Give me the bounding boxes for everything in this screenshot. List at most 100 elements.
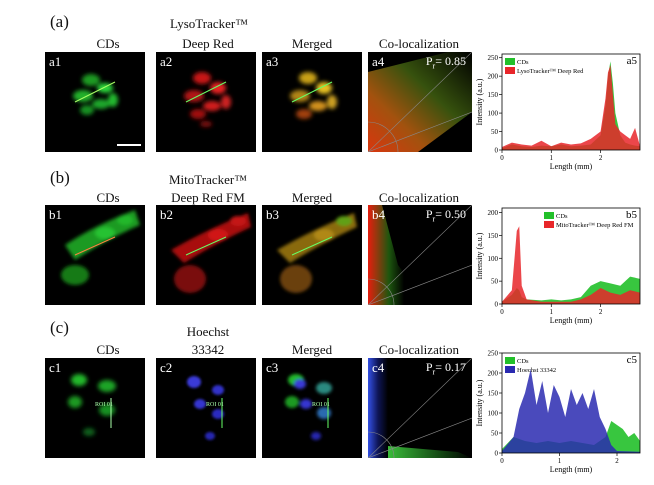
row-b-heading-col2-line2: Deep Red FM (171, 190, 245, 205)
intensity-profile-c5: 0 50 100 150 200 250 0 1 2 Length (mm) Intensity (… (475, 350, 641, 474)
micrograph-cds (73, 74, 118, 115)
micrograph-merged-c: ROI 01 (285, 374, 332, 440)
y-tick-label: 0 (495, 147, 499, 155)
legend-entry: CDs (517, 358, 529, 365)
row-c-heading-col2-line2: 33342 (191, 342, 225, 357)
panel-a1-cds-image: a1 (45, 52, 145, 152)
y-tick-label: 50 (491, 128, 499, 136)
micrograph-merged-b (277, 213, 357, 293)
x-tick-label: 2 (599, 308, 603, 316)
svg-text:ROI 01: ROI 01 (95, 402, 113, 408)
pearson-coefficient-b: Pr= 0.50 (425, 207, 466, 224)
legend-swatch (505, 67, 515, 74)
micrograph-hoechst: ROI 01 (187, 376, 224, 440)
y-tick-label: 200 (488, 209, 499, 217)
panel-label-c1: c1 (49, 360, 62, 375)
row-a-letter: (a) (50, 12, 69, 31)
row-b-heading-col1: CDs (96, 190, 120, 205)
panel-label: a5 (627, 55, 638, 67)
chart-c5: 0 50 100 150 200 250 0 1 2 Length (mm) Intensity (… (474, 345, 642, 475)
panel-label-b3: b3 (266, 207, 279, 222)
scatter-colocalization (368, 52, 472, 152)
row-a-heading-col2-line1: LysoTracker™ (170, 16, 248, 31)
row-a-heading-col2-line2: Deep Red (182, 36, 234, 51)
panel-label-c3: c3 (266, 360, 279, 375)
scale-bar (117, 144, 141, 146)
y-tick-label: 0 (495, 301, 499, 309)
panel-c4-colocalization: c4 Pr= 0.17 (368, 358, 472, 458)
chart-a5: 0 50 100 150 200 250 0 1 2 Length (mm) Intensity (… (474, 46, 642, 172)
y-tick-label: 50 (491, 430, 499, 438)
y-tick-label: 150 (488, 232, 499, 240)
y-axis-label: Intensity (a.u.) (475, 232, 484, 279)
x-tick-label: 0 (500, 154, 504, 162)
panel-a4-colocalization: a4 Pr= 0.85 (368, 52, 472, 152)
row-c-letter: (c) (50, 318, 69, 337)
y-tick-label: 100 (488, 110, 499, 118)
row-b-heading-col4: Co-localization (378, 190, 460, 205)
series-area-2 (502, 226, 640, 304)
y-tick-label: 100 (488, 255, 499, 263)
micrograph-cds-b (61, 210, 140, 285)
legend-swatch (544, 212, 554, 219)
x-tick-label: 1 (550, 154, 554, 162)
x-tick-label: 1 (558, 457, 562, 465)
legend-swatch (505, 58, 515, 65)
panel-a3-merged-image: a3 (262, 52, 362, 152)
panel-label-a1: a1 (49, 54, 62, 69)
plot-frame (501, 207, 641, 305)
panel-label: c5 (627, 354, 638, 366)
x-axis-label: Length (mm) (550, 465, 593, 474)
panel-label-a3: a3 (266, 54, 279, 69)
panel-c3-merged-image: ROI 01 c3 (262, 358, 362, 458)
y-tick-label: 200 (488, 73, 499, 81)
row-c-heading-col3: Merged (291, 342, 333, 357)
row-a-heading-col4: Co-localization (378, 36, 460, 51)
pearson-coefficient-a: Pr= 0.85 (425, 54, 466, 71)
panel-b1-cds-image: b1 (45, 205, 145, 305)
legend-entry: CDs (556, 213, 568, 220)
row-b-letter: (b) (50, 168, 70, 187)
row-c-heading-col2-line1: Hoechst (186, 324, 230, 339)
scatter-colocalization-c (368, 358, 472, 458)
x-axis-label: Length (mm) (550, 162, 593, 171)
svg-text:ROI 01: ROI 01 (312, 402, 330, 408)
micrograph-lysotracker (184, 72, 231, 127)
row-b-heading-col3: Merged (291, 190, 333, 205)
panel-label-b4: b4 (372, 207, 385, 222)
panel-b2-mitotracker-image: b2 (156, 205, 256, 305)
svg-text:ROI 01: ROI 01 (206, 402, 224, 408)
scatter-colocalization-b (368, 205, 472, 305)
micrograph-cds-c: ROI 01 (68, 374, 116, 436)
plot-frame (501, 352, 641, 454)
x-axis-label: Length (mm) (550, 316, 593, 325)
row-a-heading-col1: CDs (96, 36, 120, 51)
x-tick-label: 1 (550, 308, 554, 316)
micrograph-merged (290, 72, 337, 119)
x-tick-label: 2 (615, 457, 619, 465)
x-tick-label: 2 (599, 154, 603, 162)
series-area-2 (502, 65, 640, 150)
y-tick-label: 250 (488, 54, 499, 62)
panel-label-c4: c4 (372, 360, 385, 375)
row-a-heading-col3: Merged (291, 36, 333, 51)
x-tick-label: 0 (500, 308, 504, 316)
panel-label-c2: c2 (160, 360, 173, 375)
y-axis-label: Intensity (a.u.) (475, 78, 484, 125)
series-area-2 (502, 369, 640, 453)
panel-c1-cds-image: ROI 01 c1 (45, 358, 145, 458)
panel-b4-colocalization: b4 Pr= 0.50 (368, 205, 472, 305)
y-tick-label: 150 (488, 91, 499, 99)
panel-label-a2: a2 (160, 54, 173, 69)
y-tick-label: 50 (491, 278, 499, 286)
pearson-coefficient-c: Pr= 0.17 (425, 360, 466, 377)
x-tick-label: 0 (500, 457, 504, 465)
y-tick-label: 100 (488, 410, 499, 418)
y-tick-label: 0 (495, 450, 499, 458)
row-c-heading-col4: Co-localization (378, 342, 460, 357)
panel-a2-lysotracker-image: a2 (156, 52, 256, 152)
panel-label-b1: b1 (49, 207, 62, 222)
legend-entry: Hoechst 33342 (517, 367, 556, 374)
y-axis-label: Intensity (a.u.) (475, 379, 484, 426)
legend-swatch (505, 366, 515, 373)
